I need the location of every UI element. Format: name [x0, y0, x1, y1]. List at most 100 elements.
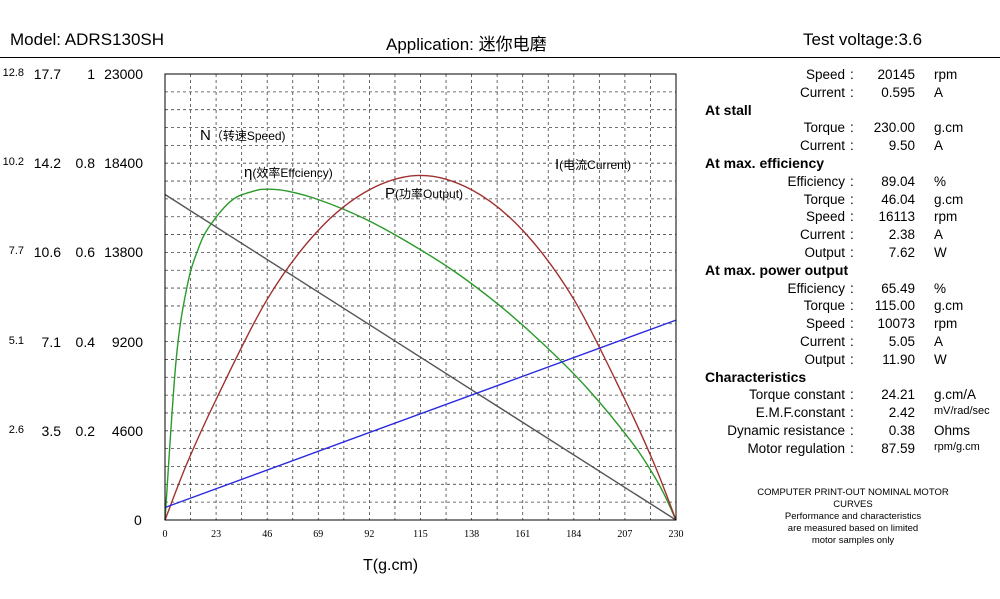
spec-unit: g.cm [934, 120, 964, 136]
spec-unit: % [934, 173, 947, 189]
spec-colon: : [850, 84, 854, 100]
spec-label: Output [804, 351, 845, 367]
y-tick-label-efficiency: 0.6 [75, 244, 95, 261]
spec-colon: : [850, 245, 854, 260]
y-tick-label-current: 7.1 [41, 333, 61, 350]
x-tick-label: 0 [163, 529, 168, 540]
spec-value: 0.595 [881, 84, 915, 100]
spec-section-title: At max. efficiency [705, 155, 825, 171]
spec-value: 2.38 [888, 227, 915, 243]
spec-colon: : [850, 423, 854, 438]
spec-colon: : [850, 334, 854, 349]
spec-colon: : [850, 138, 854, 154]
spec-label: Current [799, 138, 845, 154]
x-tick-label: 92 [364, 529, 374, 540]
test-voltage-label: Test voltage:3.6 [803, 30, 923, 49]
chart-grid [165, 74, 676, 520]
spec-value: 7.62 [888, 245, 915, 260]
spec-value: 65.49 [881, 280, 915, 296]
spec-colon: : [850, 316, 854, 332]
spec-label: E.M.F.constant [755, 405, 845, 421]
spec-value: 20145 [877, 67, 915, 82]
spec-colon: : [850, 405, 854, 421]
spec-section-title: Characteristics [705, 368, 807, 385]
spec-unit: Ohms [934, 423, 971, 438]
spec-label: Torque [803, 298, 845, 314]
spec-unit: A [934, 227, 944, 243]
spec-label: Torque [803, 191, 845, 207]
spec-label: Efficiency [787, 280, 845, 296]
x-tick-label: 161 [515, 529, 530, 540]
spec-value: 11.90 [882, 351, 915, 367]
y-tick-label-speed: 4600 [111, 422, 143, 439]
spec-unit: W [934, 245, 947, 260]
spec-unit: g.cm/A [934, 387, 977, 403]
y-tick-label-current: 17.7 [33, 66, 61, 82]
spec-label: Efficiency [787, 173, 845, 189]
y-zero-label: 0 [134, 512, 142, 528]
x-tick-label: 23 [211, 529, 221, 540]
efficiency-curve [164, 188, 677, 521]
spec-value: 5.05 [888, 334, 915, 349]
y-tick-label-output: 7.7 [8, 245, 24, 258]
x-tick-label: 115 [413, 529, 428, 540]
footnote-line: motor samples only [811, 535, 895, 546]
spec-value: 2.42 [888, 405, 915, 421]
y-tick-label-efficiency: 0.2 [75, 422, 95, 439]
spec-unit: rpm/g.cm [934, 440, 980, 453]
x-tick-label: 230 [669, 529, 684, 540]
chart-curves [164, 174, 677, 521]
spec-label: Speed [805, 209, 845, 225]
spec-value: 24.21 [881, 387, 915, 403]
spec-value: 10073 [877, 316, 915, 332]
spec-unit: % [934, 280, 947, 296]
spec-label: Torque constant [748, 387, 845, 403]
speed-curve [164, 193, 677, 521]
spec-label: Torque [803, 120, 845, 136]
spec-value: 87.59 [881, 440, 915, 456]
x-tick-label: 69 [313, 529, 323, 540]
spec-unit: rpm [934, 67, 958, 82]
spec-unit: rpm [934, 316, 958, 332]
spec-value: 16113 [878, 209, 915, 225]
footnote-line: COMPUTER PRINT-OUT NOMINAL MOTOR [757, 487, 949, 498]
spec-label: Current [799, 84, 845, 100]
spec-unit: g.cm [934, 191, 964, 207]
series-label: P(功率Output) [385, 185, 463, 202]
spec-colon: : [850, 298, 854, 314]
current-curve [164, 319, 677, 509]
spec-section-title: At max. power output [705, 261, 849, 278]
output-curve [164, 174, 677, 521]
series-label: N（转速Speed) [200, 127, 286, 144]
x-tick-label: 184 [566, 529, 581, 540]
series-label: I(电流Current) [555, 156, 631, 173]
y-tick-label-current: 10.6 [33, 244, 61, 261]
x-tick-label: 207 [617, 529, 632, 540]
spec-label: Output [804, 245, 845, 260]
y-tick-label-current: 3.5 [41, 422, 61, 439]
spec-unit: g.cm [934, 298, 964, 314]
y-tick-label-speed: 9200 [111, 333, 143, 350]
spec-colon: : [850, 351, 854, 367]
spec-label: Current [799, 334, 845, 349]
spec-colon: : [850, 387, 854, 403]
y-tick-label-speed: 13800 [104, 244, 143, 261]
footnote: COMPUTER PRINT-OUT NOMINAL MOTOR CURVES … [740, 487, 966, 547]
y-tick-label-output: 2.6 [8, 423, 24, 436]
y-tick-label-efficiency: 0.4 [75, 333, 95, 350]
x-tick-labels: 0 23 46 69 92 115 138 161 184 207 230 [163, 529, 684, 540]
spec-value: 46.04 [881, 191, 915, 207]
footnote-line: Performance and characteristics [784, 511, 922, 522]
footnote-line: are measured based on limited [787, 523, 919, 534]
spec-unit: A [934, 138, 944, 154]
x-tick-label: 46 [262, 529, 272, 540]
spec-label: Motor regulation [747, 440, 845, 456]
spec-label: Speed [805, 316, 845, 332]
motor-curve-chart: 0 23 46 69 92 115 138 161 184 207 230 N（转速Speed) η(… [163, 73, 684, 540]
y-tick-label-efficiency: 0.8 [75, 155, 95, 172]
plot-frame [164, 73, 677, 521]
spec-unit: W [934, 351, 947, 367]
y-tick-label-efficiency: 1 [87, 66, 95, 82]
spec-colon: : [850, 67, 854, 82]
spec-section-title: At stall [705, 101, 752, 118]
